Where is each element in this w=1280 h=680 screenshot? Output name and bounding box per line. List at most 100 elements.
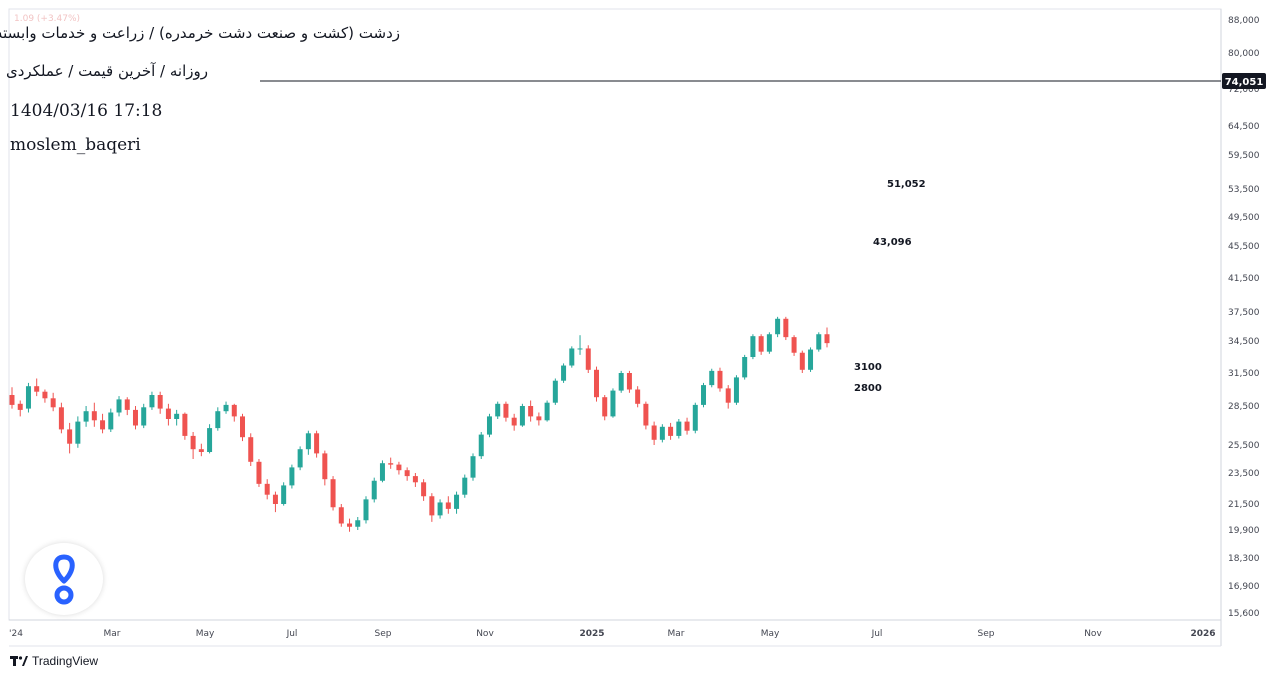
candle — [338, 504, 344, 527]
candle-body — [91, 411, 97, 421]
candle-body — [231, 404, 237, 417]
tradingview-brand[interactable]: TradingView — [10, 654, 98, 668]
candle-body — [577, 348, 583, 350]
time-axis-ticks: '24 Mar May Jul Sep Nov 2025 Mar May Jul Sep Nov 202… — [9, 629, 1216, 639]
candle-body — [363, 499, 369, 521]
candle — [132, 406, 138, 430]
time-tick-label: Sep — [978, 629, 995, 639]
candle-body — [799, 352, 805, 370]
candle-body — [371, 480, 377, 500]
candle — [91, 402, 97, 427]
candle — [371, 477, 377, 503]
candle — [511, 413, 517, 431]
candle-body — [470, 456, 476, 478]
candle-body — [701, 385, 707, 405]
price-tick-label: 21,500 — [1228, 500, 1260, 510]
candle-body — [528, 406, 534, 417]
candle-body — [330, 479, 336, 508]
candle — [165, 403, 171, 426]
price-axis-ticks: 88,000 80,000 72,000 64,500 59,500 53,500 49,5… — [1228, 16, 1260, 619]
candle — [157, 391, 163, 414]
candle-body — [462, 477, 468, 495]
candle — [330, 476, 336, 511]
candle — [42, 389, 48, 403]
candle — [816, 332, 822, 352]
candle — [34, 378, 40, 397]
candle — [676, 419, 682, 439]
candle — [297, 446, 303, 471]
candle-body — [610, 390, 616, 417]
price-tick-label: 59,500 — [1228, 151, 1260, 161]
candle — [248, 433, 254, 466]
candle-body — [256, 461, 262, 484]
candle — [701, 382, 707, 408]
price-tick-label: 72,000 — [1228, 85, 1260, 95]
candle-body — [404, 470, 410, 477]
candle-body — [132, 409, 138, 426]
price-tick-label: 37,500 — [1228, 308, 1260, 318]
candle — [626, 370, 632, 393]
candle-body — [766, 334, 772, 352]
candle-body — [190, 435, 196, 450]
candle-body — [272, 494, 278, 504]
price-tick-label: 49,500 — [1228, 213, 1260, 223]
candle-body — [783, 318, 789, 338]
candle-body — [289, 467, 295, 486]
candle-body — [264, 483, 270, 495]
candle — [322, 450, 328, 486]
price-tick-label: 45,500 — [1228, 242, 1260, 252]
candle — [585, 345, 591, 373]
time-tick-label: Jul — [871, 629, 883, 639]
candle — [528, 400, 534, 422]
candle-body — [421, 482, 427, 497]
candle — [67, 422, 73, 454]
candle — [58, 402, 64, 434]
candle — [799, 350, 805, 373]
candle — [9, 387, 15, 409]
annotation-51052: 51,052 — [887, 179, 926, 190]
price-tick-label: 23,500 — [1228, 469, 1260, 479]
candle-body — [240, 416, 246, 438]
time-tick-label: May — [761, 629, 780, 639]
candle-body — [651, 425, 657, 440]
candle-body — [116, 399, 122, 413]
candle — [429, 493, 435, 522]
candle — [388, 457, 394, 469]
annotation-3100: 3100 — [854, 362, 882, 373]
chart-author: moslem_baqeri — [10, 135, 141, 155]
candle-body — [775, 318, 781, 335]
candle-body — [585, 348, 591, 370]
candle — [766, 332, 772, 354]
time-tick-label: Mar — [104, 629, 121, 639]
candle — [396, 461, 402, 475]
time-tick-label: Mar — [668, 629, 685, 639]
candle-body — [552, 380, 558, 403]
candle-body — [223, 404, 229, 412]
candle-body — [659, 426, 665, 440]
brand-name: TradingView — [32, 654, 99, 668]
candle — [141, 403, 147, 429]
chart-datetime: 1404/03/16 17:18 — [10, 101, 163, 121]
candle — [561, 363, 567, 383]
candle-body — [42, 391, 48, 399]
candle-body — [58, 407, 64, 430]
candle-body — [215, 411, 221, 429]
price-tick-label: 41,500 — [1228, 274, 1260, 284]
candle — [75, 416, 81, 448]
candle — [577, 335, 583, 355]
time-tick-label: Nov — [476, 629, 494, 639]
last-price-label: 74,051 — [1225, 77, 1264, 88]
candle — [775, 316, 781, 338]
candle-body — [67, 429, 73, 444]
candle — [602, 395, 608, 421]
candle-body — [207, 428, 213, 452]
candle — [182, 412, 188, 440]
candle — [223, 401, 229, 414]
time-tick-label: May — [196, 629, 215, 639]
candle-body — [347, 523, 353, 527]
candle-body — [750, 336, 756, 357]
candle-body — [412, 476, 418, 483]
candle — [618, 370, 624, 393]
candle-body — [141, 407, 147, 426]
candle — [116, 396, 122, 417]
